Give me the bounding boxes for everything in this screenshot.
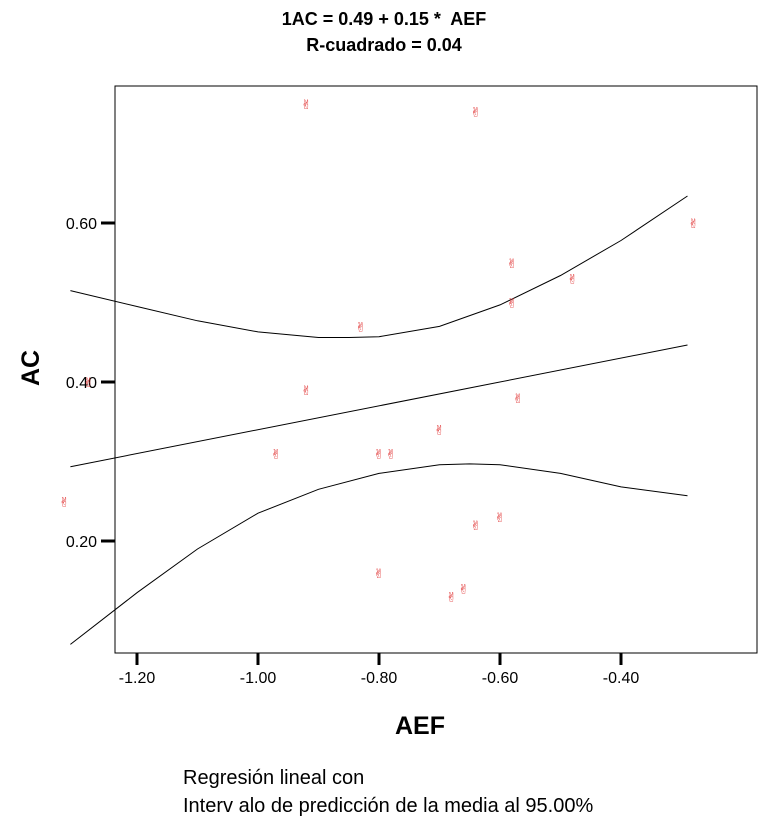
ci-upper-line <box>70 195 688 338</box>
chart-caption: Regresión lineal con Interv alo de predi… <box>183 764 593 820</box>
x-tick-label: -1.20 <box>119 670 156 687</box>
data-point: ✌ <box>386 448 397 463</box>
ci-lower-line <box>70 463 688 645</box>
data-point: ✌ <box>59 495 70 510</box>
x-tick-label: -1.00 <box>240 670 277 687</box>
x-tick-label: -0.40 <box>603 670 640 687</box>
regression-line <box>70 344 688 468</box>
y-tick-label: 0.60 <box>66 216 97 233</box>
data-point: ✌ <box>374 448 385 463</box>
x-tick-label: -0.60 <box>482 670 519 687</box>
x-axis-label: AEF <box>395 712 445 740</box>
data-point: ✌ <box>513 392 524 407</box>
data-point: ✌ <box>470 106 481 121</box>
data-point: ✌ <box>507 257 518 272</box>
data-point: ✌ <box>470 519 481 534</box>
title-equation: 1AC = 0.49 + 0.15 * AEF <box>281 9 487 29</box>
y-tick-label: 0.40 <box>66 375 97 392</box>
y-axis-label: AC <box>17 350 45 386</box>
data-point: ✌ <box>495 511 506 526</box>
data-point: ✌ <box>507 297 518 312</box>
caption-line-2: Interv alo de predicción de la media al … <box>183 795 594 817</box>
data-point: ✌ <box>301 384 312 399</box>
data-point: ✌ <box>271 448 282 463</box>
data-point: ✌ <box>374 567 385 582</box>
data-point: ✌ <box>355 320 366 335</box>
chart-title: 1AC = 0.49 + 0.15 * AEF R-cuadrado = 0.0… <box>0 6 768 58</box>
data-point: ✌ <box>688 217 699 232</box>
data-point: ✌ <box>301 98 312 113</box>
title-r-squared: R-cuadrado = 0.04 <box>306 35 462 55</box>
data-point: ✌ <box>83 376 94 391</box>
data-point: ✌ <box>434 424 445 439</box>
plot-frame <box>114 85 758 654</box>
y-tick-label: 0.20 <box>66 534 97 551</box>
x-tick-label: -0.80 <box>361 670 398 687</box>
data-point: ✌ <box>446 591 457 606</box>
data-point: ✌ <box>567 273 578 288</box>
data-point: ✌ <box>458 583 469 598</box>
caption-line-1: Regresión lineal con <box>183 767 365 789</box>
